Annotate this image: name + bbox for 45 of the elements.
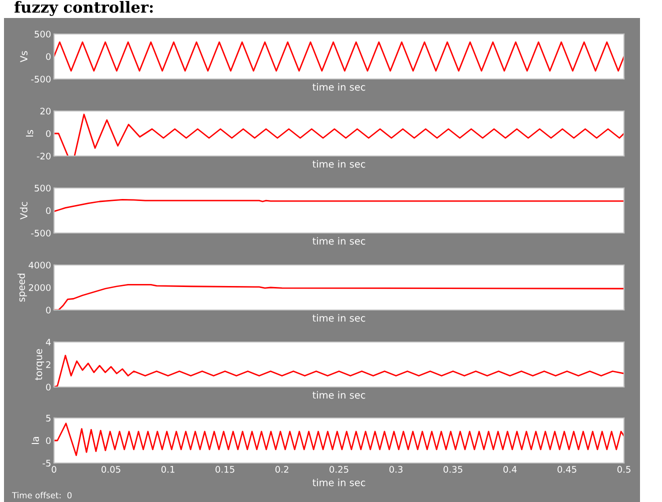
y-axis-title: torque (35, 349, 44, 380)
chart-title: fuzzy controller: (14, 1, 153, 16)
y-tick-label: 4 (46, 338, 51, 346)
y-axis-title: speed (17, 274, 27, 302)
x-tick-label: 0.4 (503, 466, 517, 473)
y-tick-label: 5 (46, 414, 50, 422)
y-tick-label: 0 (46, 207, 51, 214)
y-tick-label: 2000 (28, 284, 51, 292)
y-tick-label: 0 (46, 437, 51, 444)
line-series (54, 422, 624, 456)
y-axis-title: Vdc (20, 202, 28, 220)
x-tick-label: 0.5 (617, 466, 630, 473)
x-axis-title: time in sec (312, 391, 366, 399)
y-axis-title: Is (26, 130, 34, 137)
x-tick-label: 0.45 (558, 466, 576, 473)
x-tick-label: 0.25 (330, 466, 348, 473)
y-tick-label: 0 (46, 130, 51, 138)
x-tick-label: 0.05 (102, 466, 120, 473)
y-tick-label: 500 (34, 184, 51, 192)
y-tick-label: 0 (46, 306, 51, 314)
y-tick-label: -5 (42, 460, 50, 467)
x-tick-label: 0.2 (275, 466, 288, 473)
y-tick-label: 4000 (28, 262, 51, 269)
line-series (54, 199, 624, 212)
x-axis-title: time in sec (312, 160, 366, 168)
y-tick-label: -500 (31, 76, 51, 83)
y-tick-label: -20 (36, 152, 51, 160)
y-tick-label: 0 (46, 53, 51, 60)
y-axis-title: Ia (32, 436, 39, 444)
y-tick-label: -500 (31, 230, 51, 237)
x-tick-label: 0 (52, 466, 56, 473)
x-axis-title: time in sec (312, 314, 366, 322)
y-tick-label: 500 (34, 30, 51, 38)
y-tick-label: 2 (46, 361, 50, 368)
x-axis-title: time in sec (312, 478, 366, 486)
x-tick-label: 0.3 (389, 466, 402, 473)
text: Time offset: 0 (12, 492, 72, 498)
y-axis-title: Vs (20, 51, 28, 62)
x-tick-label: 0.15 (216, 466, 234, 473)
x-tick-label: 0.35 (444, 466, 462, 473)
x-axis-title: time in sec (312, 83, 366, 91)
y-tick-label: 20 (40, 108, 51, 115)
x-axis-title: time in sec (312, 237, 366, 245)
x-tick-label: 0.1 (161, 466, 174, 473)
y-tick-label: 0 (46, 384, 51, 391)
